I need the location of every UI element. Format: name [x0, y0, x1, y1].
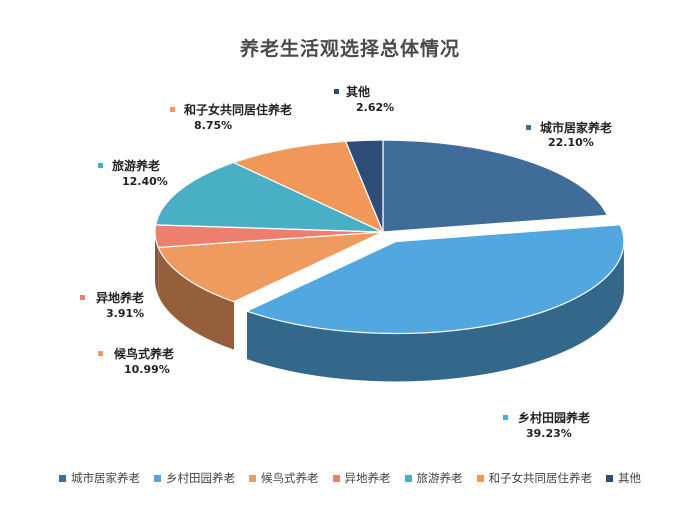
- legend-label-6: 其他: [618, 471, 641, 485]
- slice-label-value-5: 8.75%: [194, 119, 232, 132]
- slice-label-name-3: 异地养老: [96, 290, 144, 305]
- legend-item-6: 其他: [606, 470, 641, 486]
- slice-label-name-6: 其他: [346, 84, 370, 99]
- legend-label-0: 城市居家养老: [71, 471, 140, 485]
- pie-side-1: [246, 241, 624, 382]
- legend-item-4: 旅游养老: [404, 470, 463, 486]
- pie-top-faces: [154, 139, 625, 335]
- pie-side-3: [155, 232, 159, 296]
- legend-swatch-0: [59, 474, 66, 482]
- slice-label-name-0: 城市居家养老: [540, 120, 612, 135]
- slice-label-value-4: 12.40%: [122, 175, 168, 188]
- pie-slice-6: [344, 139, 384, 233]
- label-marker-1: [503, 415, 508, 420]
- chart-legend: 城市居家养老 乡村田园养老 候鸟式养老 异地养老 旅游养老 和子女共同居住养老 其他: [0, 470, 700, 486]
- label-marker-3: [80, 295, 85, 300]
- label-marker-0: [526, 125, 531, 130]
- slice-label-value-1: 39.23%: [526, 427, 572, 440]
- legend-label-5: 和子女共同居住养老: [488, 471, 593, 485]
- legend-label-3: 异地养老: [344, 471, 391, 485]
- pie-slice-4: [154, 161, 384, 233]
- slice-label-name-5: 和子女共同居住养老: [183, 102, 292, 117]
- legend-label-2: 候鸟式养老: [261, 471, 319, 485]
- label-marker-4: [98, 163, 103, 168]
- legend-swatch-4: [404, 474, 412, 482]
- legend-item-0: 城市居家养老: [59, 470, 140, 486]
- legend-label-1: 乡村田园养老: [166, 471, 235, 485]
- slice-label-value-3: 3.91%: [106, 307, 144, 320]
- label-marker-2: [98, 351, 103, 356]
- legend-label-4: 旅游养老: [416, 471, 463, 485]
- pie-side-2: [158, 247, 235, 350]
- legend-item-1: 乡村田园养老: [154, 470, 235, 486]
- slice-label-value-2: 10.99%: [124, 363, 170, 376]
- label-marker-5: [170, 107, 175, 112]
- legend-swatch-1: [154, 474, 161, 482]
- legend-swatch-3: [332, 474, 340, 482]
- legend-item-3: 异地养老: [332, 470, 391, 486]
- legend-item-2: 候鸟式养老: [249, 470, 319, 486]
- label-marker-6: [334, 89, 339, 94]
- slice-label-name-1: 乡村田园养老: [518, 410, 590, 425]
- pie-slice-0: [382, 139, 609, 233]
- pie-slice-5: [232, 140, 385, 234]
- slice-label-value-0: 22.10%: [548, 136, 594, 149]
- slice-label-value-6: 2.62%: [356, 101, 394, 114]
- chart-title: 养老生活观选择总体情况: [239, 38, 460, 60]
- slice-label-name-2: 候鸟式养老: [114, 346, 174, 361]
- legend-swatch-2: [249, 474, 256, 482]
- pie-slice-2: [157, 231, 384, 303]
- legend-swatch-5: [476, 474, 484, 482]
- slice-label-name-4: 旅游养老: [112, 158, 160, 173]
- legend-swatch-6: [606, 474, 613, 482]
- legend-item-5: 和子女共同居住养老: [476, 470, 593, 486]
- pie-slice-1: [245, 224, 625, 335]
